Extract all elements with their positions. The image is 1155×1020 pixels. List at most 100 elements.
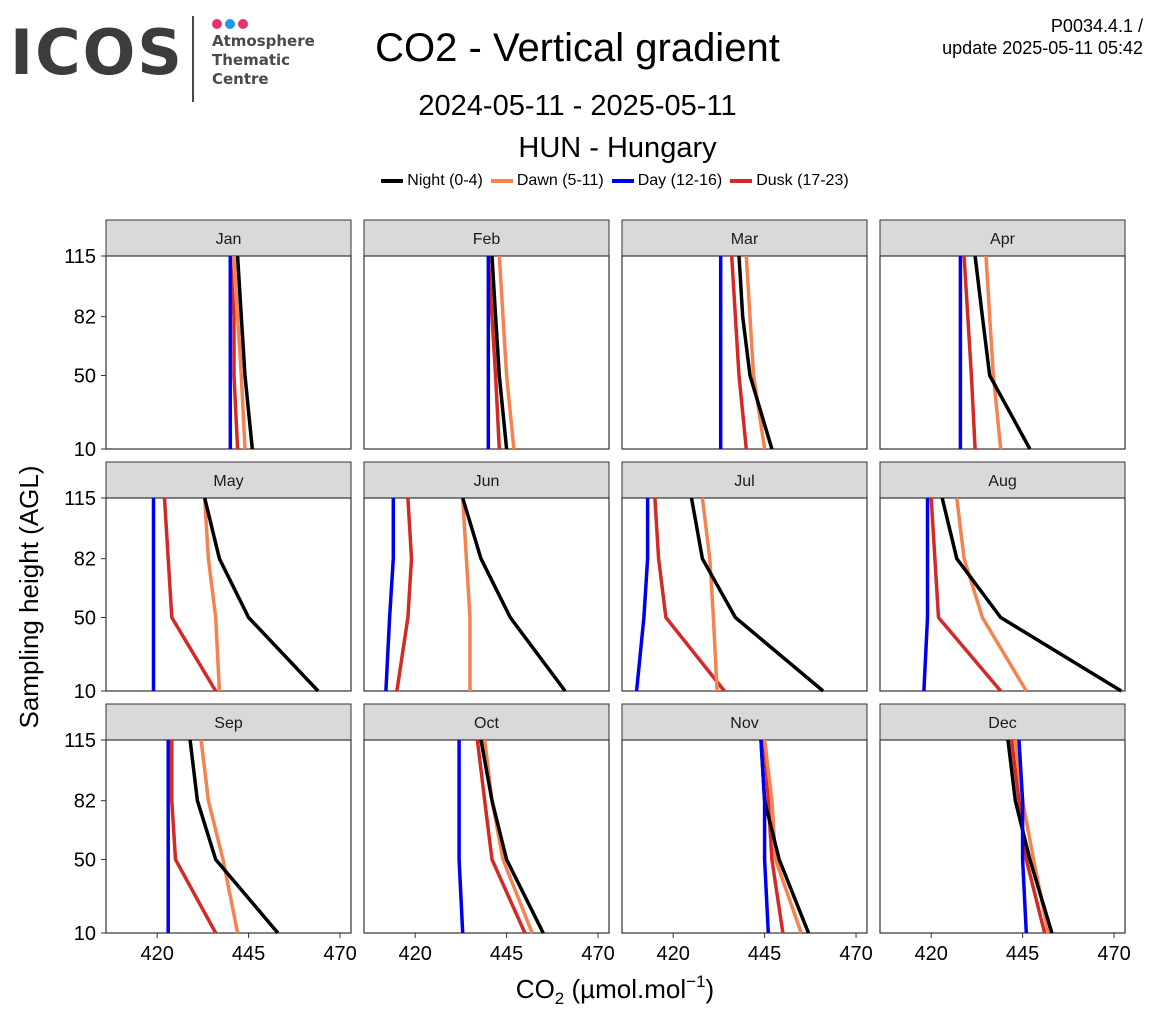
series-line-day-oct bbox=[457, 740, 465, 934]
series-line-dawn-mar bbox=[744, 255, 767, 450]
facet-label: Jul bbox=[734, 473, 754, 490]
facet-panel-jan bbox=[105, 255, 352, 450]
y-tick-label: 82 bbox=[74, 307, 96, 329]
series-line-dusk-mar bbox=[729, 255, 749, 450]
facet-panel-feb bbox=[363, 255, 610, 450]
x-tick-label: 470 bbox=[323, 943, 356, 965]
x-tick-label: 470 bbox=[581, 943, 614, 965]
series-line-night-mar bbox=[737, 255, 774, 450]
series-line-dusk-jan bbox=[228, 255, 240, 450]
legend-label-day: Day (12-16) bbox=[637, 172, 723, 189]
series-line-dusk-jul bbox=[653, 497, 726, 693]
facet-strip-oct bbox=[363, 703, 610, 741]
legend-item-dusk: Dusk (17-23) bbox=[730, 172, 849, 190]
x-tick-label: 445 bbox=[490, 943, 523, 965]
series-line-day-aug bbox=[922, 498, 930, 692]
x-tick-label: 445 bbox=[748, 943, 781, 965]
x-tick-label: 470 bbox=[1097, 943, 1130, 965]
series-line-dawn-may bbox=[202, 497, 222, 692]
facet-strip-sep bbox=[105, 703, 352, 741]
facet-strip-apr bbox=[879, 219, 1126, 257]
x-tick-label: 420 bbox=[399, 943, 432, 965]
legend-item-night: Night (0-4) bbox=[381, 172, 483, 190]
y-tick-label: 115 bbox=[64, 730, 96, 752]
legend-label-dawn: Dawn (5-11) bbox=[516, 172, 604, 189]
series-line-night-jun bbox=[461, 497, 567, 693]
series-line-night-oct bbox=[479, 739, 545, 934]
series-line-day-dec bbox=[1017, 739, 1029, 934]
legend-items: Night (0-4) Dawn (5-11) Day (12-16) Dusk (1… bbox=[377, 172, 852, 190]
facet-label: May bbox=[213, 473, 243, 490]
legend-swatch-night bbox=[381, 179, 404, 183]
series-line-night-apr bbox=[973, 255, 1032, 450]
facet-strip-jun bbox=[363, 461, 610, 499]
series-line-night-sep bbox=[188, 739, 280, 935]
legend: Night (0-4) Dawn (5-11) Day (12-16) Dusk (1… bbox=[0, 172, 1155, 190]
y-tick-label: 50 bbox=[74, 365, 96, 387]
facet-strip-jul bbox=[621, 461, 868, 499]
facet-panel-nov bbox=[621, 739, 868, 934]
series-line-dawn-aug bbox=[955, 497, 1028, 692]
legend-item-dawn: Dawn (5-11) bbox=[490, 172, 604, 190]
x-tick-label: 420 bbox=[141, 943, 174, 965]
series-line-night-aug bbox=[940, 497, 1123, 693]
facet-label: Oct bbox=[474, 715, 499, 732]
y-tick-label: 82 bbox=[74, 791, 96, 813]
series-line-dusk-jun bbox=[395, 497, 414, 692]
series-line-day-nov bbox=[759, 739, 771, 934]
x-tick-label: 445 bbox=[232, 943, 265, 965]
logo-line-1: Atmosphere bbox=[212, 32, 315, 50]
facet-label: Dec bbox=[988, 715, 1016, 732]
version-info: P0034.4.1 / update 2025-05-11 05:42 bbox=[942, 15, 1143, 59]
series-line-night-jan bbox=[235, 255, 255, 450]
facet-label: Mar bbox=[731, 231, 759, 248]
series-line-dawn-feb bbox=[497, 255, 516, 450]
facet-panel-jul bbox=[621, 497, 868, 692]
logo-dot-pink2 bbox=[238, 19, 248, 29]
legend-swatch-day bbox=[611, 179, 634, 183]
x-tick-label: 420 bbox=[915, 943, 948, 965]
series-line-night-feb bbox=[490, 255, 509, 450]
series-line-day-jul bbox=[634, 498, 650, 692]
y-axis-title: Sampling height (AGL) bbox=[14, 465, 44, 728]
series-line-dusk-aug bbox=[929, 497, 1003, 693]
facet-label: Apr bbox=[990, 231, 1016, 248]
x-tick-label: 445 bbox=[1006, 943, 1039, 965]
facet-panel-apr bbox=[879, 255, 1126, 450]
series-line-dusk-oct bbox=[475, 739, 527, 934]
facet-panel-jun bbox=[363, 497, 610, 692]
x-tick-label: 420 bbox=[657, 943, 690, 965]
y-tick-label: 10 bbox=[74, 681, 96, 703]
chart-title-row: CO2 - Vertical gradient bbox=[0, 26, 1155, 71]
version-line-2: update 2025-05-11 05:42 bbox=[942, 38, 1143, 58]
x-tick-label: 470 bbox=[839, 943, 872, 965]
facet-strip-nov bbox=[621, 703, 868, 741]
y-tick-label: 50 bbox=[74, 607, 96, 629]
facet-panel-sep bbox=[105, 739, 352, 934]
series-line-dawn-jul bbox=[700, 497, 719, 692]
date-range: 2024-05-11 - 2025-05-11 bbox=[418, 90, 737, 122]
facet-label: Feb bbox=[473, 231, 501, 248]
y-tick-label: 115 bbox=[64, 488, 96, 510]
logo-dots bbox=[212, 16, 262, 29]
series-line-day-jun bbox=[384, 498, 396, 692]
series-line-dusk-feb bbox=[486, 255, 502, 450]
y-tick-label: 115 bbox=[64, 246, 96, 268]
logo-dot-pink bbox=[212, 19, 222, 29]
series-line-dawn-jan bbox=[232, 255, 247, 450]
chart-title: CO2 - Vertical gradient bbox=[375, 26, 780, 70]
legend-label-night: Night (0-4) bbox=[407, 172, 483, 189]
legend-item-day: Day (12-16) bbox=[611, 172, 723, 190]
facet-panel-aug bbox=[879, 497, 1126, 692]
icos-logo: ICOS Atmosphere Thematic Centre bbox=[10, 12, 330, 107]
facet-label: Jun bbox=[474, 473, 500, 490]
legend-swatch-dawn bbox=[490, 179, 513, 183]
logo-wordmark: ICOS bbox=[10, 16, 184, 89]
facet-label: Aug bbox=[988, 473, 1016, 490]
series-line-dusk-may bbox=[162, 497, 218, 692]
series-line-night-jul bbox=[689, 497, 825, 693]
logo-line-2: Thematic bbox=[212, 51, 291, 69]
series-line-night-may bbox=[202, 497, 320, 693]
y-tick-label: 10 bbox=[74, 439, 96, 461]
